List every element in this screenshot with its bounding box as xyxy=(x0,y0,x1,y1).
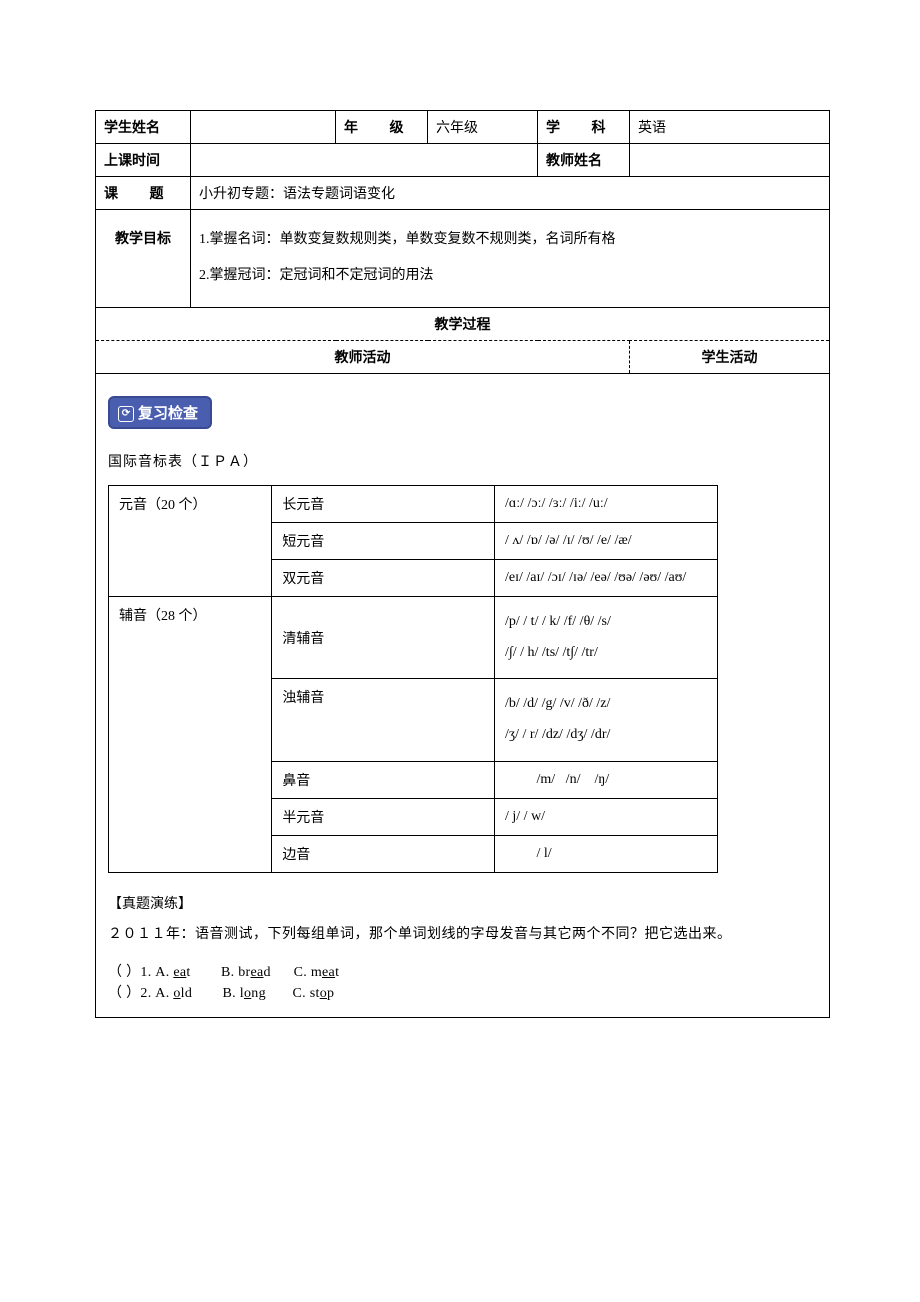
voiceless-sounds: /p/ / t/ / k/ /f/ /θ/ /s/ /∫/ / h/ /ts/ … xyxy=(495,596,718,679)
consonant-header: 辅音（28 个） xyxy=(109,596,272,872)
lesson-info-table: 学生姓名 年 级 六年级 学 科 英语 上课时间 教师姓名 课 题 小升初专题：… xyxy=(95,110,830,1018)
practice-year-line: ２０１１年：语音测试，下列每组单词，那个单词划线的字母发音与其它两个不同？把它选… xyxy=(108,923,817,947)
goal-line-1: 1.掌握名词：单数变复数规则类，单数变复数不规则类，名词所有格 xyxy=(199,222,821,258)
ipa-table: 元音（20 个） 长元音 /ɑː/ /ɔː/ /ɜː/ /iː/ /uː/ 短元… xyxy=(108,485,718,873)
long-vowel-label: 长元音 xyxy=(272,485,495,522)
voiceless-label: 清辅音 xyxy=(272,596,495,679)
label-topic: 课 题 xyxy=(96,177,191,210)
label-grade: 年 级 xyxy=(336,111,428,144)
practice-section: 【真题演练】 ２０１１年：语音测试，下列每组单词，那个单词划线的字母发音与其它两… xyxy=(108,893,817,1002)
long-vowel-sounds: /ɑː/ /ɔː/ /ɜː/ /iː/ /uː/ xyxy=(495,485,718,522)
label-goal: 教学目标 xyxy=(96,210,191,308)
question-1: （ ）1. A. eat B. bread C. meat xyxy=(108,961,817,981)
student-activity-header: 学生活动 xyxy=(630,340,830,373)
vowel-header: 元音（20 个） xyxy=(109,485,272,596)
diphthong-label: 双元音 xyxy=(272,559,495,596)
label-subject: 学 科 xyxy=(538,111,630,144)
value-subject: 英语 xyxy=(630,111,830,144)
voiced-sounds: /b/ /d/ /g/ /v/ /ð/ /z/ /ʒ/ / r/ /dz/ /d… xyxy=(495,679,718,762)
diphthong-sounds: /eɪ/ /aɪ/ /ɔɪ/ /ɪə/ /eə/ /ʊə/ /əʊ/ /aʊ/ xyxy=(495,559,718,596)
voiced-label: 浊辅音 xyxy=(272,679,495,762)
question-2: （ ）2. A. old B. long C. stop xyxy=(108,982,817,1002)
teacher-activity-content: ⟳复习检查 国际音标表（ＩＰＡ） 元音（20 个） 长元音 /ɑː/ /ɔː/ … xyxy=(96,373,830,1017)
label-student-name: 学生姓名 xyxy=(96,111,191,144)
label-teacher-name: 教师姓名 xyxy=(538,144,630,177)
review-badge-text: 复习检查 xyxy=(138,406,198,422)
value-class-time xyxy=(191,144,538,177)
process-title: 教学过程 xyxy=(96,307,830,340)
semivowel-sounds: / j/ / w/ xyxy=(495,798,718,835)
value-teacher-name xyxy=(630,144,830,177)
value-student-name xyxy=(191,111,336,144)
nasal-sounds: /m/ /n/ /ŋ/ xyxy=(495,761,718,798)
short-vowel-label: 短元音 xyxy=(272,522,495,559)
goal-line-2: 2.掌握冠词：定冠词和不定冠词的用法 xyxy=(199,258,821,294)
semivowel-label: 半元音 xyxy=(272,798,495,835)
ipa-title: 国际音标表（ＩＰＡ） xyxy=(108,451,817,471)
nasal-label: 鼻音 xyxy=(272,761,495,798)
practice-heading: 【真题演练】 xyxy=(108,893,817,913)
value-goal: 1.掌握名词：单数变复数规则类，单数变复数不规则类，名词所有格 2.掌握冠词：定… xyxy=(191,210,830,308)
lateral-sounds: / l/ xyxy=(495,835,718,872)
review-icon: ⟳ xyxy=(118,406,134,422)
review-badge: ⟳复习检查 xyxy=(108,396,212,429)
label-class-time: 上课时间 xyxy=(96,144,191,177)
short-vowel-sounds: / ʌ/ /ɒ/ /ə/ /ɪ/ /ʊ/ /e/ /æ/ xyxy=(495,522,718,559)
lateral-label: 边音 xyxy=(272,835,495,872)
teacher-activity-header: 教师活动 xyxy=(96,340,630,373)
value-grade: 六年级 xyxy=(428,111,538,144)
value-topic: 小升初专题：语法专题词语变化 xyxy=(191,177,830,210)
